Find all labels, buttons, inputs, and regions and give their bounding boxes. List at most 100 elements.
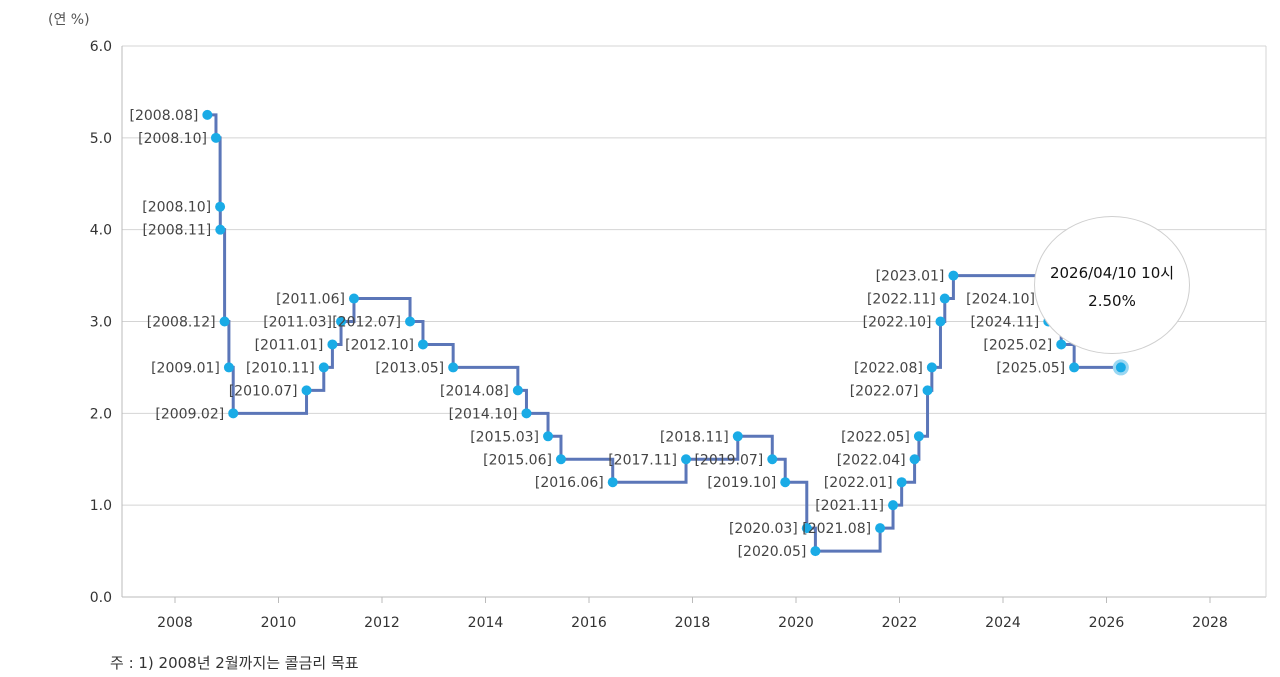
data-point-label: [2009.01] (151, 360, 220, 376)
data-point-label: [2011.03] (263, 315, 332, 331)
data-point-label: [2015.03] (470, 429, 539, 445)
data-point-label: [2020.05] (738, 544, 807, 560)
data-point-label: [2020.03] (729, 521, 798, 537)
x-tick-label: 2014 (468, 615, 504, 631)
data-point[interactable] (417, 339, 428, 350)
y-tick-label: 4.0 (90, 223, 112, 239)
data-point-label: [2009.02] (155, 406, 224, 422)
data-point[interactable] (202, 109, 213, 120)
data-point-label: [2024.10] (966, 292, 1035, 308)
data-point[interactable] (922, 385, 933, 396)
data-point[interactable] (318, 362, 329, 373)
data-point[interactable] (521, 408, 532, 419)
data-point-label: [2022.07] (850, 383, 919, 399)
data-point[interactable] (228, 408, 239, 419)
data-point[interactable] (223, 362, 234, 373)
data-point[interactable] (935, 316, 946, 327)
data-point[interactable] (767, 454, 778, 465)
data-point[interactable] (301, 385, 312, 396)
data-point[interactable] (327, 339, 338, 350)
data-point-label: [2008.12] (147, 315, 216, 331)
data-point-label: [2008.10] (138, 131, 207, 147)
data-point-label: [2023.01] (876, 269, 945, 285)
data-point[interactable] (939, 293, 950, 304)
data-point[interactable] (607, 477, 618, 488)
data-point[interactable] (215, 201, 226, 212)
data-point[interactable] (555, 454, 566, 465)
data-point[interactable] (780, 477, 791, 488)
x-tick-label: 2024 (985, 615, 1021, 631)
data-point[interactable] (543, 431, 554, 442)
data-point[interactable] (888, 500, 899, 511)
data-point[interactable] (810, 546, 821, 557)
data-point[interactable] (913, 431, 924, 442)
data-point-label: [2016.06] (535, 475, 604, 491)
data-point[interactable] (909, 454, 920, 465)
data-point[interactable] (448, 362, 459, 373)
y-tick-label: 5.0 (90, 131, 112, 147)
data-point-label: [2022.11] (867, 292, 936, 308)
data-point-label: [2014.10] (449, 406, 518, 422)
data-point-label: [2021.08] (802, 521, 871, 537)
data-point[interactable] (875, 523, 886, 534)
data-point[interactable] (801, 523, 812, 534)
data-point[interactable] (405, 316, 416, 327)
data-point-label: [2019.10] (707, 475, 776, 491)
data-point[interactable] (896, 477, 907, 488)
data-points (202, 109, 1129, 557)
data-point-label: [2008.11] (142, 223, 211, 239)
x-tick-label: 2028 (1192, 615, 1228, 631)
data-point[interactable] (926, 362, 937, 373)
data-point[interactable] (948, 270, 959, 281)
data-point-label: [2012.10] (345, 337, 414, 353)
footnote: 주 : 1) 2008년 2월까지는 콜금리 목표 (110, 654, 359, 672)
data-point-label: [2022.04] (837, 452, 906, 468)
data-point-label: [2018.11] (660, 429, 729, 445)
x-tick-label: 2026 (1089, 615, 1125, 631)
data-point-label: [2021.11] (815, 498, 884, 514)
x-tick-label: 2010 (261, 615, 297, 631)
tooltip-datetime: 2026/04/10 10시 (1049, 264, 1175, 282)
series-step-line (207, 113, 1121, 553)
data-point-label: [2015.06] (483, 452, 552, 468)
y-tick-label: 3.0 (90, 315, 112, 331)
data-point-label: [2022.08] (854, 360, 923, 376)
data-point[interactable] (732, 431, 743, 442)
data-point[interactable] (336, 316, 347, 327)
data-point[interactable] (681, 454, 692, 465)
data-point-label: [2012.07] (332, 315, 401, 331)
data-point-label: [2011.01] (255, 337, 324, 353)
x-tick-label: 2012 (364, 615, 400, 631)
data-point-label: [2017.11] (608, 452, 677, 468)
data-point-label: [2011.06] (276, 292, 345, 308)
data-point-label: [2013.05] (375, 360, 444, 376)
axes: 0.0 1.0 2.0 3.0 4.0 5.0 6.0 2008 2010 2012 2014 201… (90, 39, 1267, 631)
data-point-label: [2014.08] (440, 383, 509, 399)
data-labels: [2008.08] [2008.10] [2008.10] [2008.11] [200… (130, 108, 1066, 560)
series-line (207, 113, 1121, 553)
x-tick-label: 2008 (157, 615, 193, 631)
data-point-label: [2025.02] (983, 337, 1052, 353)
y-tick-label: 2.0 (90, 406, 112, 422)
tooltip-value: 2.50% (1088, 292, 1136, 310)
y-tick-label: 1.0 (90, 498, 112, 514)
data-point-label: [2010.11] (246, 360, 315, 376)
data-point[interactable] (1069, 362, 1080, 373)
x-tick-label: 2016 (571, 615, 607, 631)
y-tick-label: 6.0 (90, 39, 112, 55)
y-tick-label: 0.0 (90, 590, 112, 606)
x-tick-label: 2020 (778, 615, 814, 631)
tooltip-bubble: 2026/04/10 10시 2.50% (1034, 216, 1190, 354)
data-point-label: [2022.01] (824, 475, 893, 491)
data-point[interactable] (512, 385, 523, 396)
data-point-label: [2024.11] (970, 315, 1039, 331)
data-point[interactable] (215, 224, 226, 235)
current-point[interactable] (1115, 362, 1126, 373)
data-point-label: [2008.10] (142, 200, 211, 216)
data-point[interactable] (348, 293, 359, 304)
data-point[interactable] (1056, 339, 1067, 350)
data-point-label: [2022.05] (841, 429, 910, 445)
data-point[interactable] (210, 132, 221, 143)
data-point[interactable] (219, 316, 230, 327)
